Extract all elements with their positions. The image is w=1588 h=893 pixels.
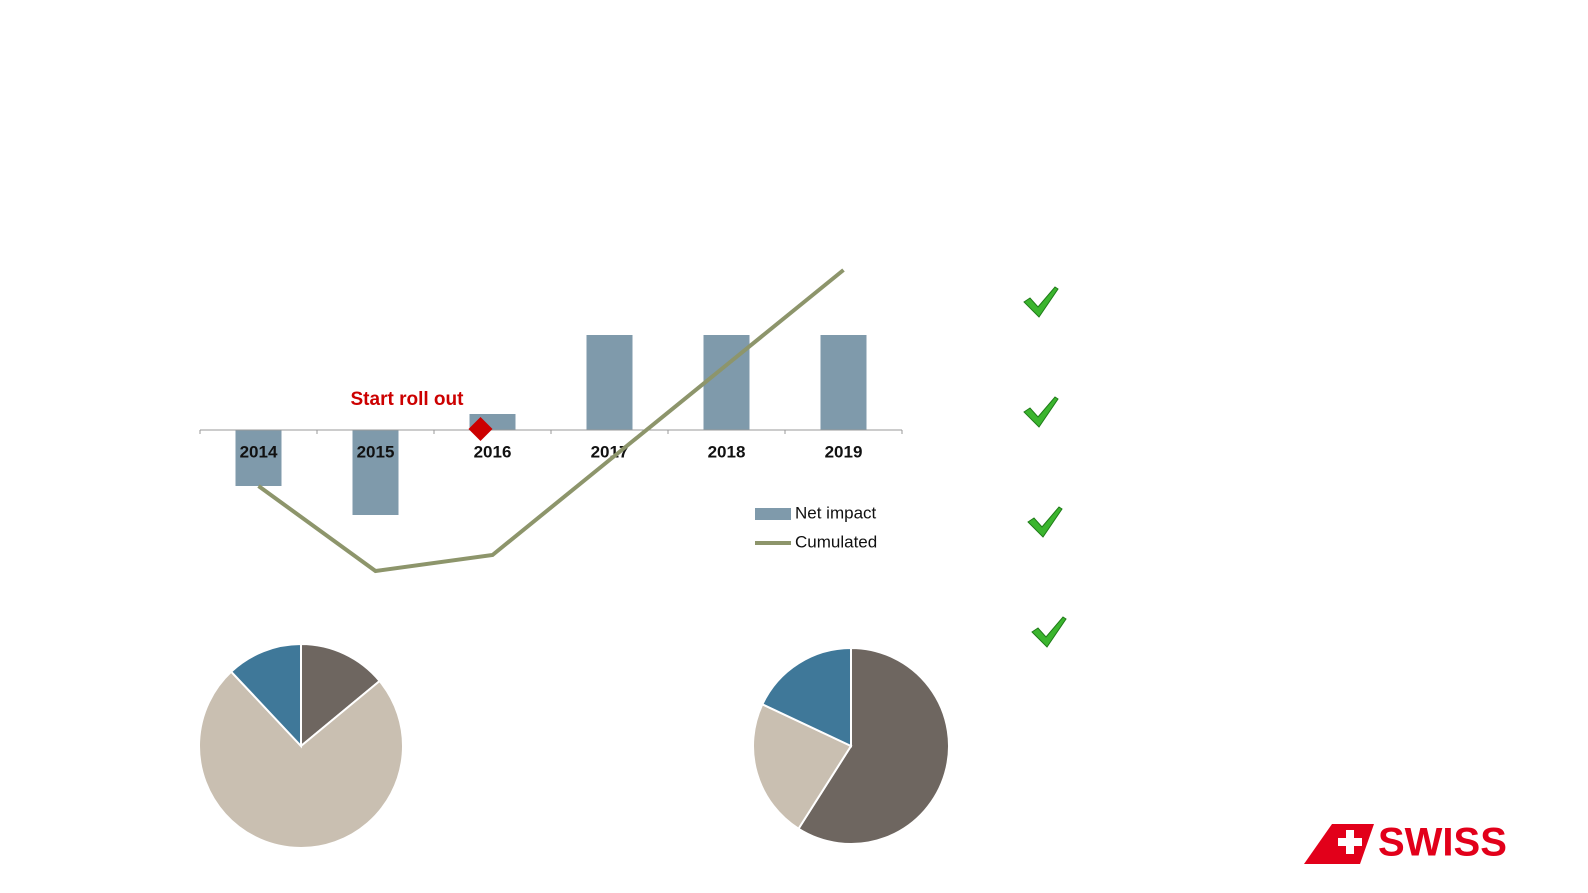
checkmark	[1027, 506, 1063, 538]
brand: SWISS	[1378, 821, 1507, 865]
checkmark	[1023, 286, 1059, 318]
x-tick-label: 2015	[357, 442, 395, 461]
bar	[586, 335, 633, 430]
checkmarks	[1023, 286, 1067, 648]
bar	[703, 335, 750, 430]
x-tick-label: 2016	[474, 442, 512, 461]
annotation-marker	[468, 417, 493, 441]
checkmark	[1023, 396, 1059, 428]
pie-slice	[198, 670, 404, 849]
pie-slice	[797, 646, 950, 845]
pie-slice	[760, 646, 852, 748]
x-tick-label: 2018	[708, 442, 746, 461]
x-tick-label: 2019	[825, 442, 863, 461]
logo-cross	[1338, 830, 1362, 854]
line	[257, 268, 845, 574]
legend-label: Cumulated	[795, 532, 877, 551]
legend-swatch	[755, 508, 791, 520]
x-tick-label: 2017	[591, 442, 629, 461]
checkmark	[1031, 616, 1067, 648]
bar	[820, 335, 867, 430]
annotation: Start roll out	[351, 389, 465, 410]
pie-slice	[300, 642, 382, 749]
logo: SWISS	[1304, 821, 1507, 865]
legend-label: Net impact	[795, 503, 877, 522]
bar	[235, 430, 282, 486]
x-tick-label: 2014	[240, 442, 278, 461]
bar	[352, 430, 399, 515]
pie-slice	[229, 642, 302, 749]
